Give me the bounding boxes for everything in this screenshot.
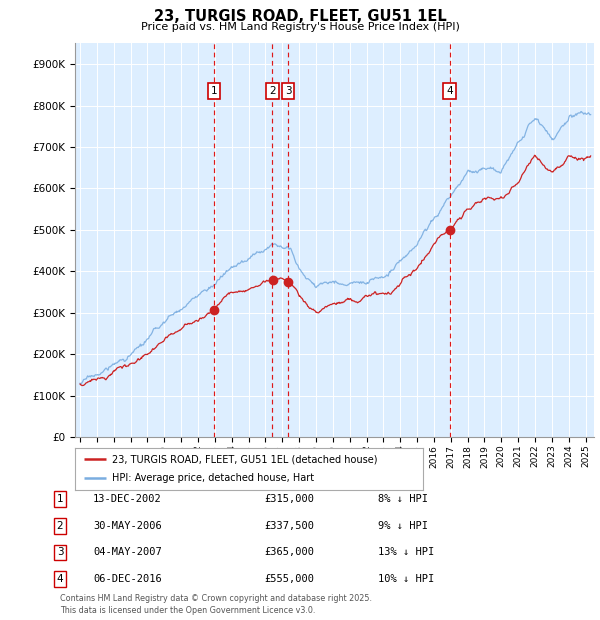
Text: 2: 2: [56, 521, 64, 531]
Text: 8% ↓ HPI: 8% ↓ HPI: [378, 494, 428, 504]
Text: 2: 2: [269, 86, 275, 96]
Text: 3: 3: [56, 547, 64, 557]
Text: 23, TURGIS ROAD, FLEET, GU51 1EL: 23, TURGIS ROAD, FLEET, GU51 1EL: [154, 9, 446, 24]
Text: 10% ↓ HPI: 10% ↓ HPI: [378, 574, 434, 584]
Text: 3: 3: [284, 86, 292, 96]
Text: £365,000: £365,000: [264, 547, 314, 557]
Text: Contains HM Land Registry data © Crown copyright and database right 2025.
This d: Contains HM Land Registry data © Crown c…: [60, 594, 372, 615]
Text: 4: 4: [56, 574, 64, 584]
Text: HPI: Average price, detached house, Hart: HPI: Average price, detached house, Hart: [112, 474, 314, 484]
Text: 06-DEC-2016: 06-DEC-2016: [93, 574, 162, 584]
Text: 13% ↓ HPI: 13% ↓ HPI: [378, 547, 434, 557]
Text: Price paid vs. HM Land Registry's House Price Index (HPI): Price paid vs. HM Land Registry's House …: [140, 22, 460, 32]
Text: 1: 1: [211, 86, 217, 96]
Text: £315,000: £315,000: [264, 494, 314, 504]
Text: 04-MAY-2007: 04-MAY-2007: [93, 547, 162, 557]
Text: £337,500: £337,500: [264, 521, 314, 531]
Text: £555,000: £555,000: [264, 574, 314, 584]
Text: 23, TURGIS ROAD, FLEET, GU51 1EL (detached house): 23, TURGIS ROAD, FLEET, GU51 1EL (detach…: [112, 454, 377, 464]
Text: 1: 1: [56, 494, 64, 504]
Text: 30-MAY-2006: 30-MAY-2006: [93, 521, 162, 531]
Text: 4: 4: [446, 86, 453, 96]
Text: 9% ↓ HPI: 9% ↓ HPI: [378, 521, 428, 531]
Text: 13-DEC-2002: 13-DEC-2002: [93, 494, 162, 504]
